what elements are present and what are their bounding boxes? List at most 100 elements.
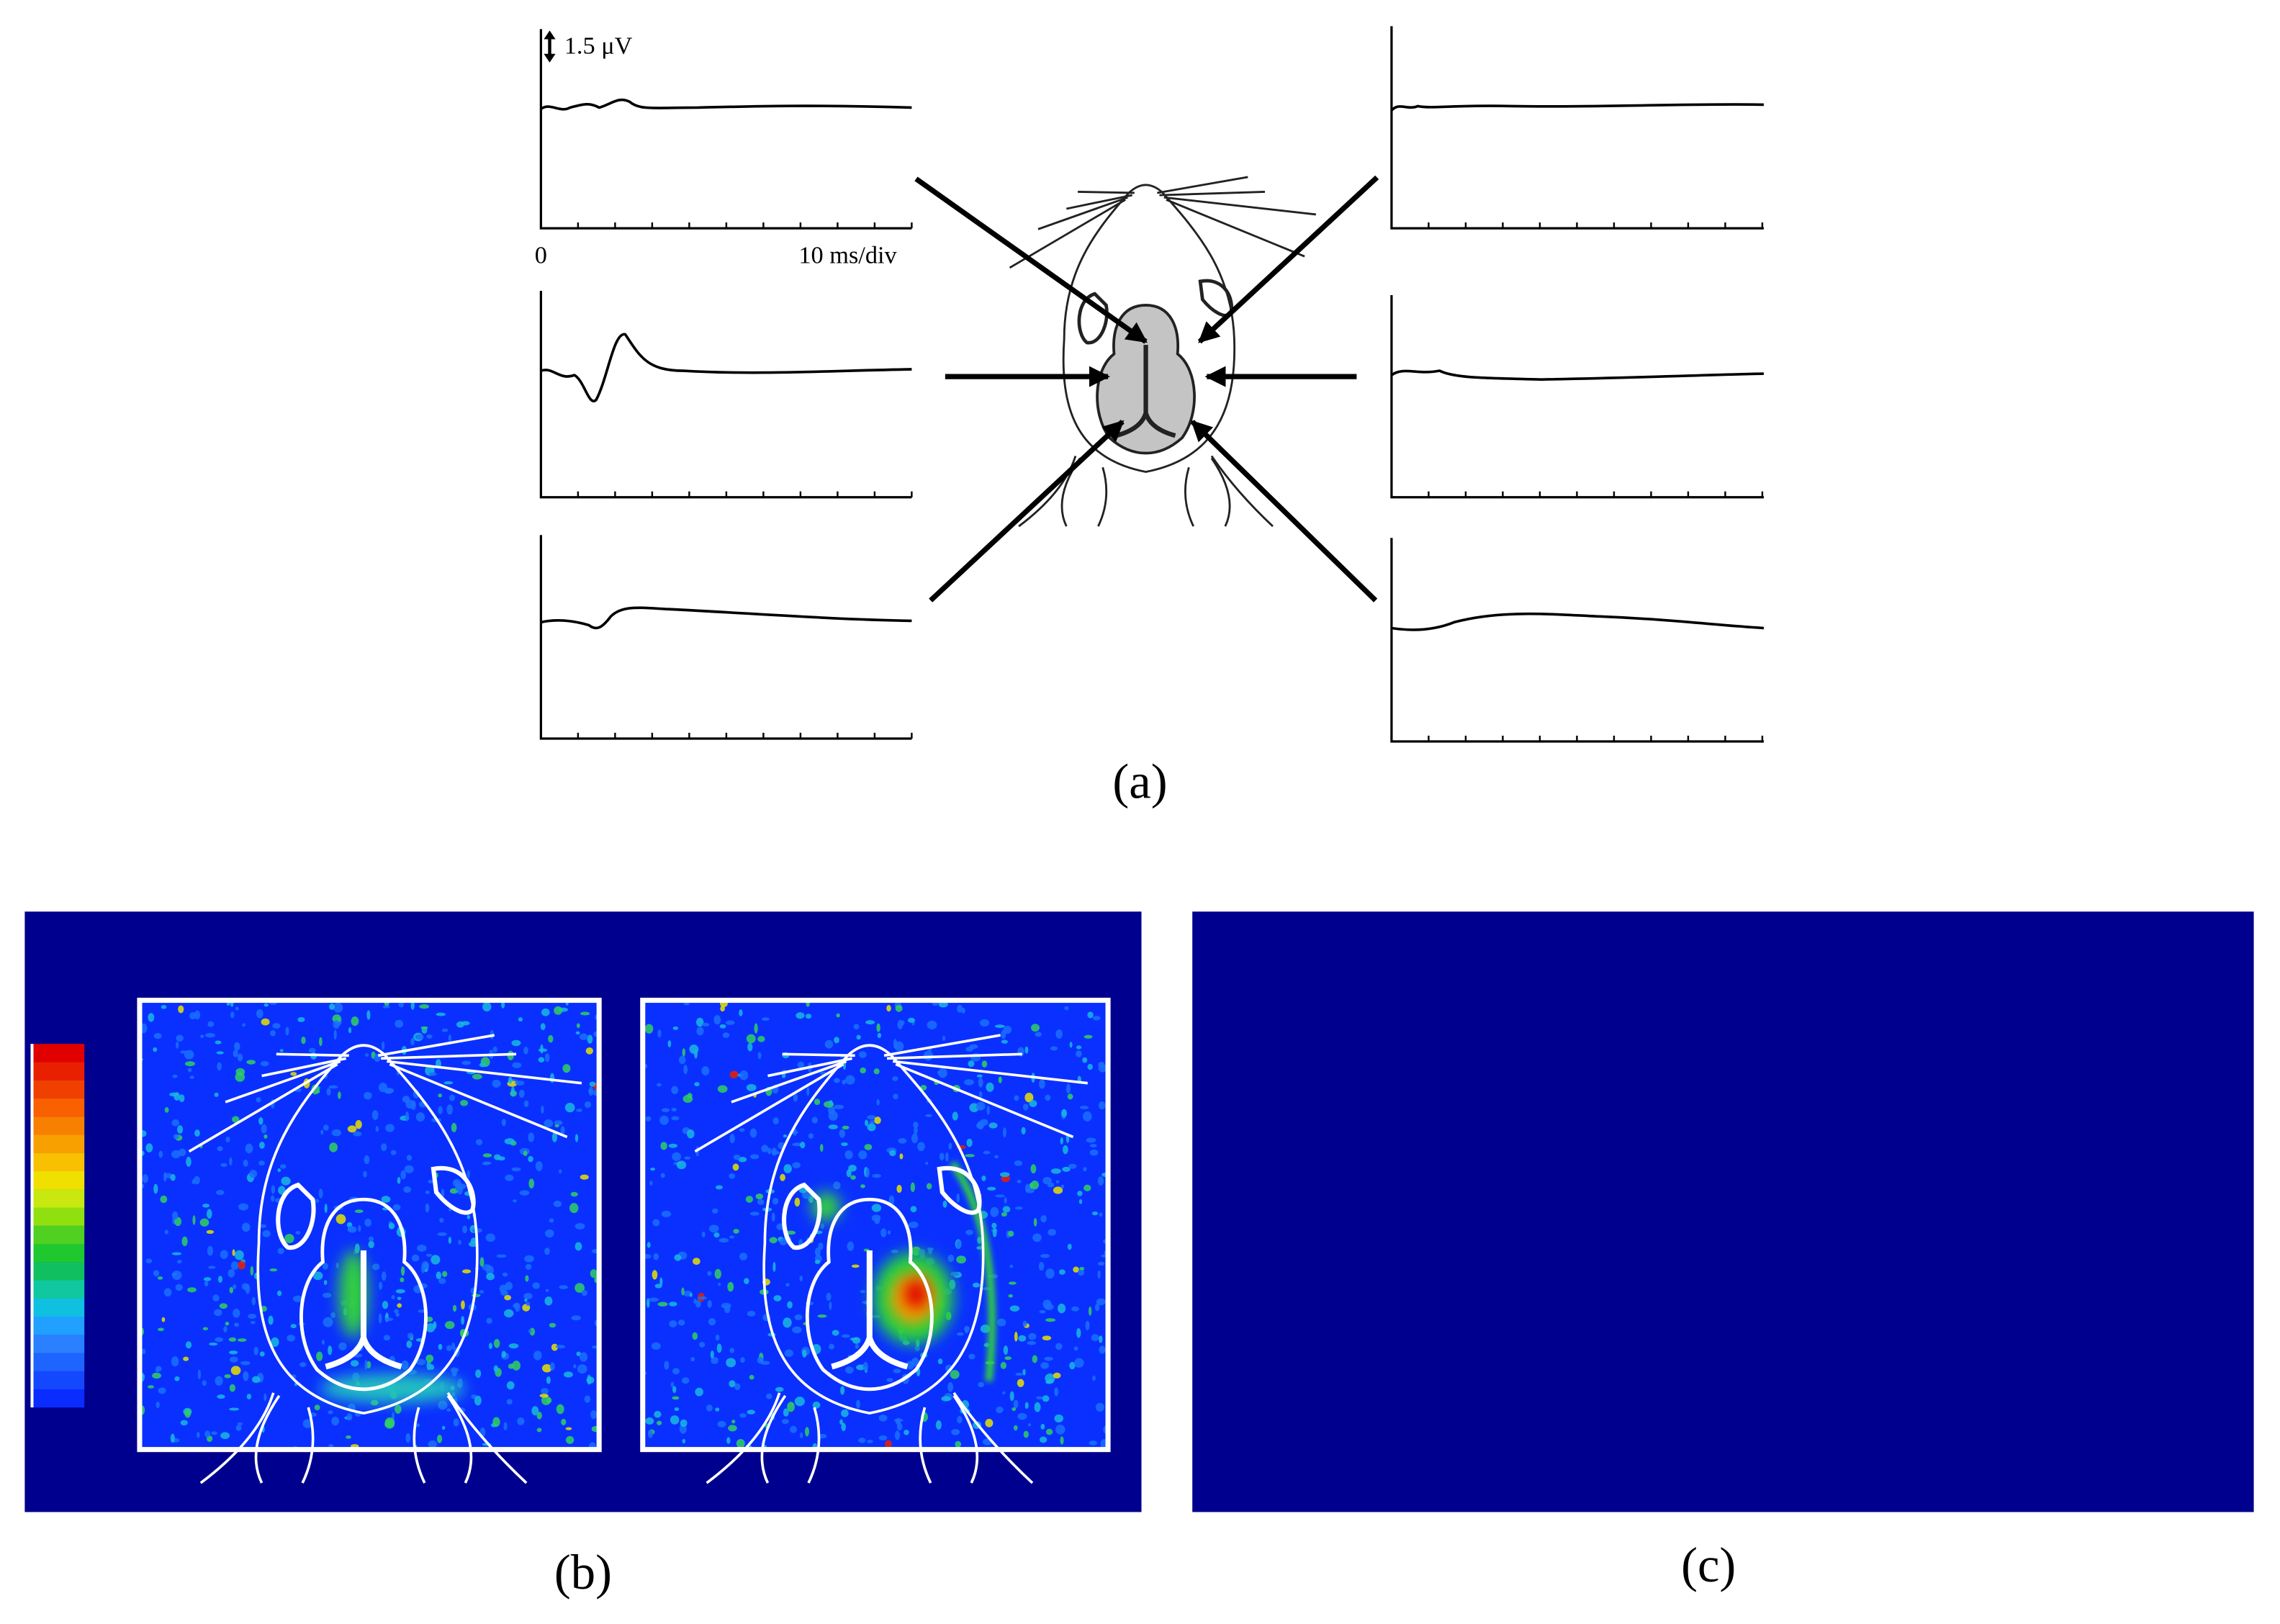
speckle [978,1091,983,1098]
speckle [263,1393,267,1402]
speckle [734,1383,741,1391]
speckle [528,1155,533,1163]
speckle [333,1029,337,1040]
speckle [834,1078,840,1083]
speckle [1097,1270,1101,1279]
speckle [531,1406,539,1416]
speckle [718,1237,729,1243]
speckle [384,1317,394,1322]
speckle [878,1415,888,1422]
speckle [180,1420,188,1426]
speckle [486,1273,495,1281]
speckle [1040,1423,1045,1430]
speckle [884,1440,892,1448]
speckle [271,1337,279,1348]
speckle [701,1022,710,1027]
speckle [279,1049,284,1052]
speckle [1053,1186,1063,1194]
speckle [204,1033,216,1038]
speckle [855,1343,860,1349]
speckle [436,1271,442,1280]
speckle [363,1170,367,1178]
speckle [256,1097,261,1103]
speckle [326,1088,331,1096]
speckle [708,1224,719,1233]
speckle [208,1266,216,1269]
speckle [259,1224,266,1228]
speckle [956,1240,962,1249]
speckle [1099,1212,1103,1217]
speckle [226,1002,230,1006]
colorbar-band [32,1134,85,1153]
colorbar-band [32,1170,85,1190]
speckle [981,1175,986,1181]
speckle [575,1031,580,1035]
speckle [502,1272,508,1277]
speckle [204,1280,209,1287]
speckle [672,1026,679,1030]
speckle [784,1349,793,1358]
speckle [574,1134,579,1142]
speckle [197,1431,200,1438]
speckle [1009,1305,1020,1312]
speckle [493,1365,499,1372]
speckle [579,1352,588,1362]
speckle [220,1432,230,1440]
speckle [1032,1355,1038,1363]
speckle [729,1380,736,1388]
panel-c-background [1192,911,2254,1512]
speckle [1060,1184,1065,1189]
speckle [574,1222,585,1230]
speckle [178,1005,184,1014]
speckle [211,1431,218,1435]
speckle [576,1351,581,1356]
speckle [438,1400,448,1410]
speckle [232,1116,240,1123]
speckle [908,1221,919,1229]
speckle [1099,1335,1103,1343]
speckle [1040,1214,1047,1223]
speckle [649,1181,653,1186]
speckle [717,1085,728,1093]
speckle [351,1016,359,1027]
speckle [939,1152,945,1161]
speckle [579,1033,588,1040]
speckle [216,1190,225,1196]
speckle [276,1290,282,1296]
speckle [1077,1191,1083,1196]
speckle [206,1209,212,1219]
speckle [548,1034,554,1043]
speckle [1055,1424,1065,1435]
speckle [715,1407,720,1412]
speckle [419,1004,430,1009]
speckle [739,1009,743,1016]
speckle [1058,1269,1065,1275]
speckle [692,1332,698,1340]
speckle [164,1230,168,1235]
speckle [871,1214,881,1222]
speckle [176,1034,184,1042]
colorbar-band [32,1371,85,1390]
speckle [968,1060,975,1068]
speckle [322,1292,332,1298]
speckle [496,1254,507,1258]
speckle [183,1356,189,1361]
heatmap [137,998,602,1483]
speckle [382,1301,389,1309]
speckle [364,1155,370,1165]
speckle [951,1429,960,1435]
speckle [1060,1436,1064,1445]
speckle [947,1254,955,1263]
speckle [1076,1328,1081,1338]
speckle [281,1176,291,1186]
speckle [1040,1253,1050,1258]
speckle [671,1116,680,1121]
speckle [395,1019,404,1028]
speckle [397,1176,401,1184]
speckle [508,1077,513,1084]
speckle [1022,1320,1027,1327]
speckle [850,1175,856,1180]
speckle [968,1353,975,1360]
speckle [536,1427,542,1433]
speckle [668,1143,678,1148]
